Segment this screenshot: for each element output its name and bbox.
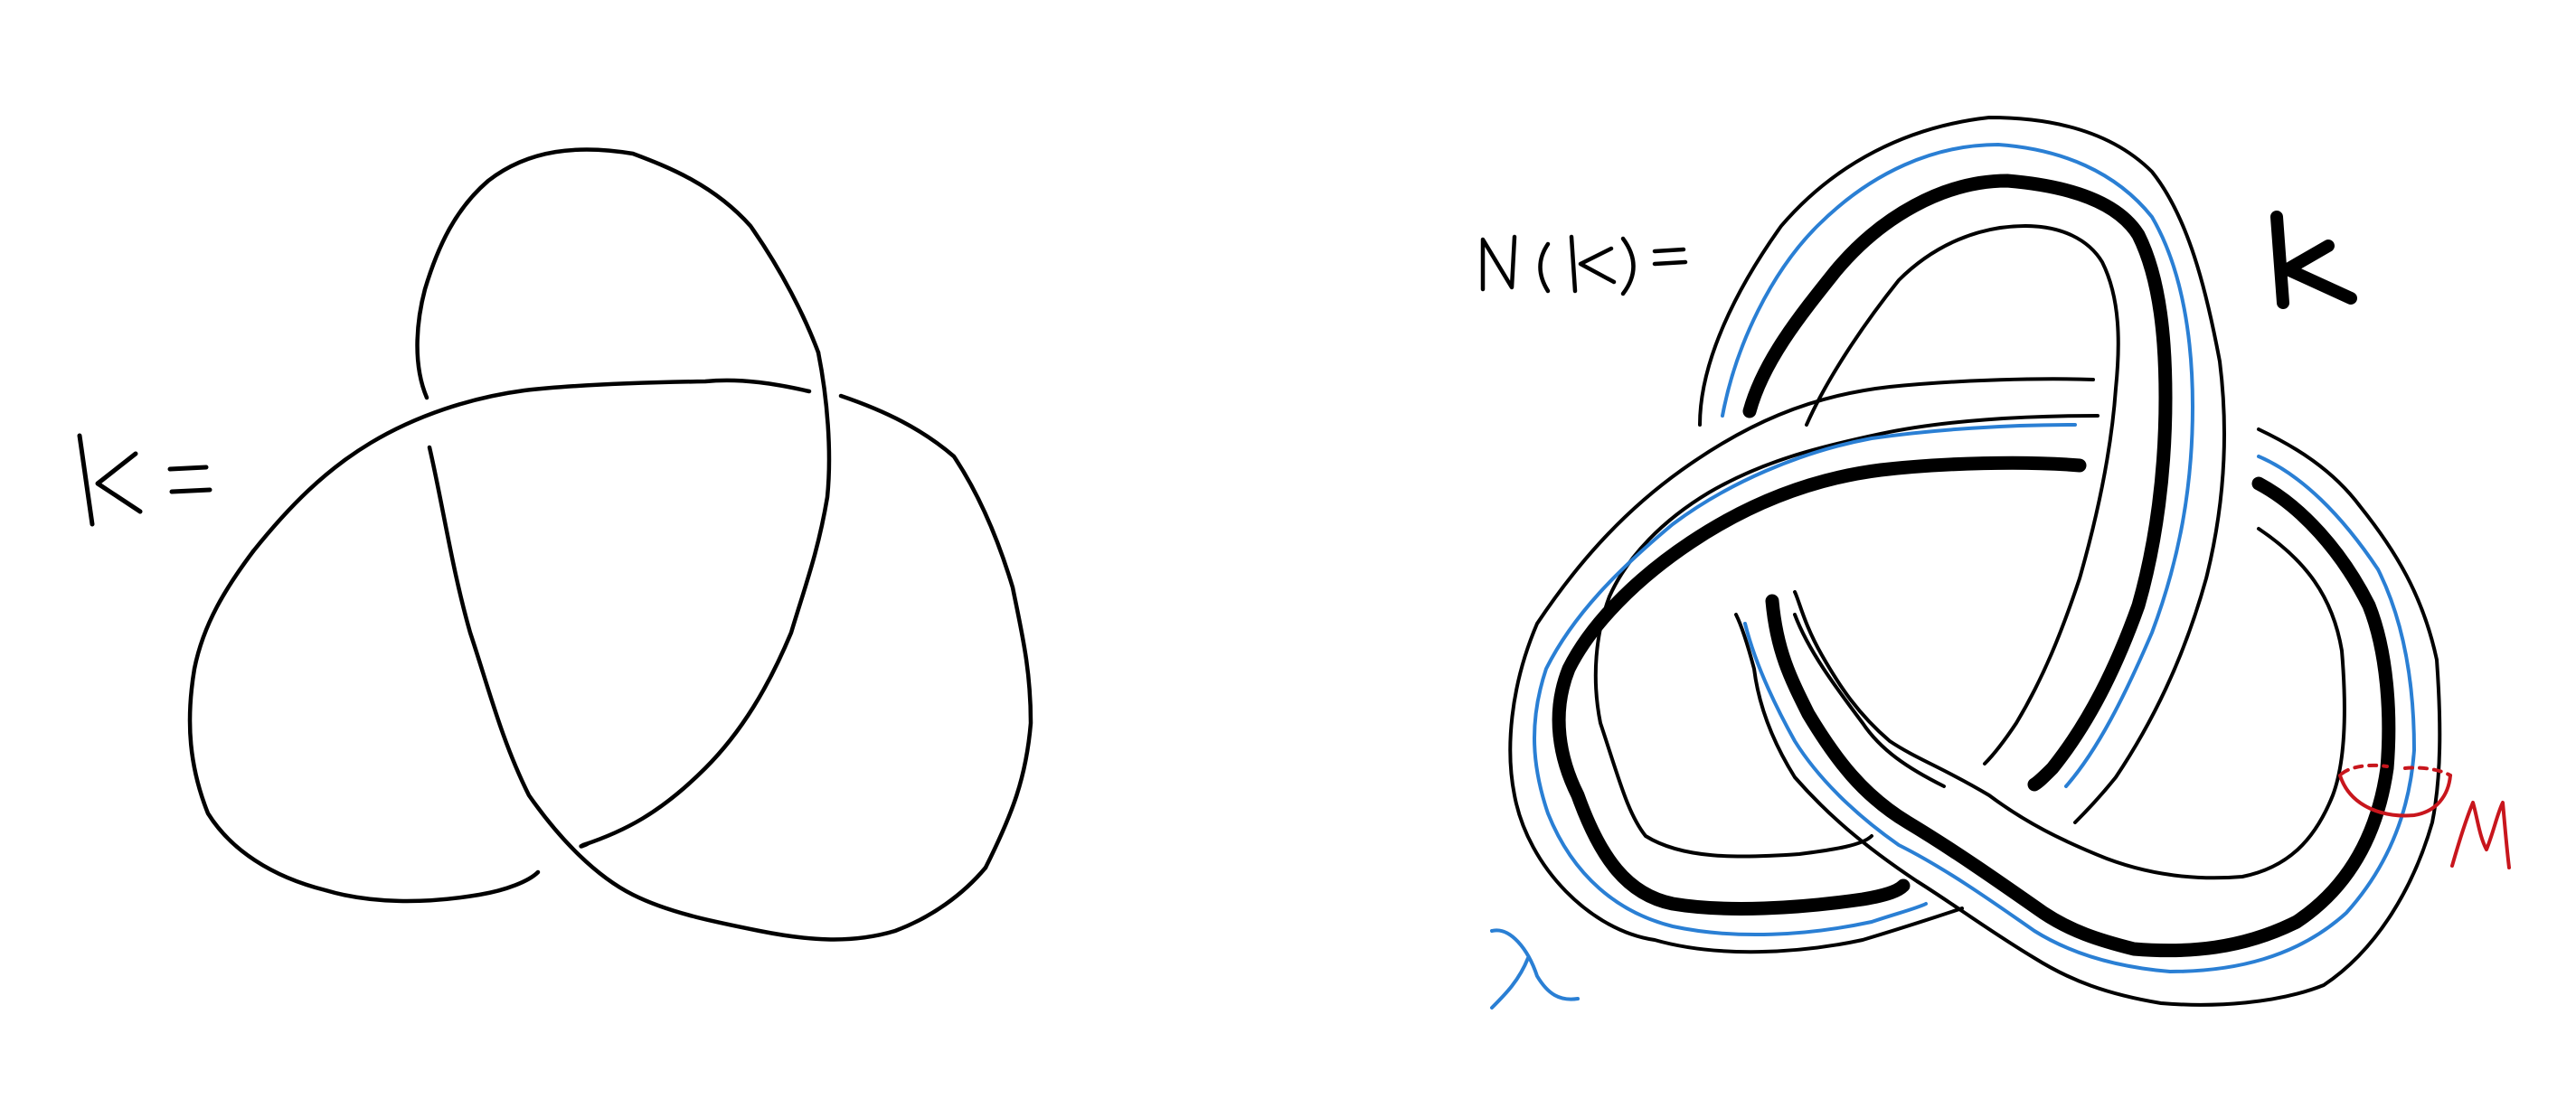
meridian-curve: [2338, 763, 2452, 818]
trefoil-center-descending: [427, 445, 988, 942]
trefoil-lower-mid-end: [579, 841, 590, 849]
lambda-label: [1490, 928, 1580, 1010]
right-panel: [1480, 116, 2511, 1010]
trefoil-top-lobe: [415, 147, 821, 400]
trefoil-top-crossing-strand: [250, 378, 812, 554]
k-label: [77, 433, 212, 527]
trefoil-knot: [187, 147, 1033, 942]
longitude-curve: [1533, 143, 2416, 973]
trefoil-right-inner: [580, 350, 832, 848]
trefoil-left-lobe: [187, 549, 541, 904]
knot-core: [1552, 174, 2396, 958]
trefoil-right-lobe: [838, 393, 1033, 870]
core-k-label: [2270, 211, 2357, 309]
left-panel: [77, 147, 1033, 942]
mu-label: [2450, 801, 2511, 869]
nk-label: [1480, 234, 1688, 296]
